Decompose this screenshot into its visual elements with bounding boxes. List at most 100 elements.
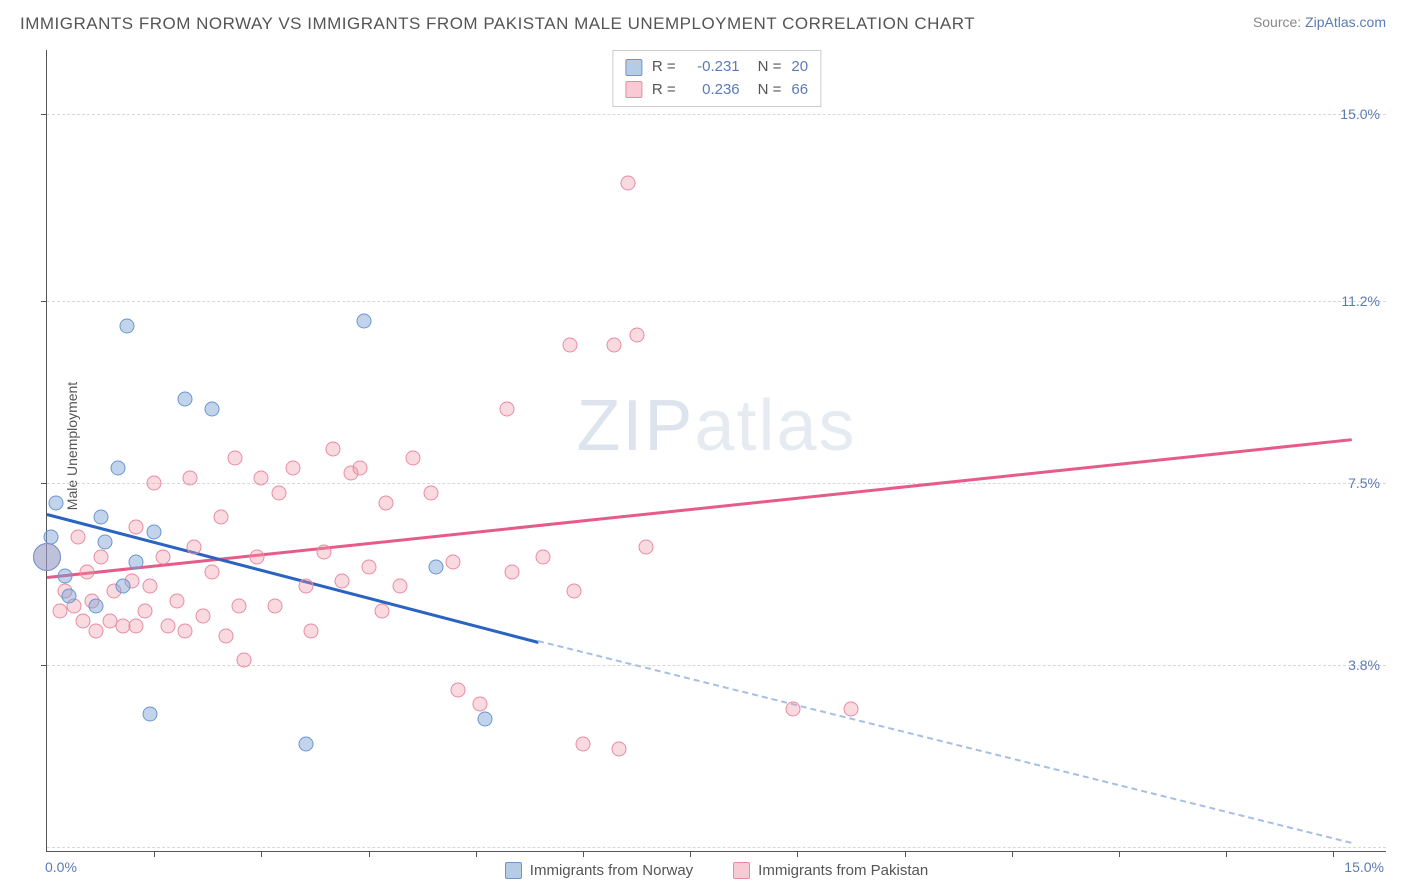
data-point xyxy=(236,653,251,668)
data-point xyxy=(299,736,314,751)
data-point xyxy=(620,175,635,190)
x-tick-label: 15.0% xyxy=(1344,859,1384,875)
trend-line xyxy=(538,640,1351,844)
legend-label: Immigrants from Norway xyxy=(530,862,693,879)
data-point xyxy=(611,741,626,756)
x-tick xyxy=(1119,851,1120,857)
data-point xyxy=(187,539,202,554)
data-point xyxy=(785,702,800,717)
data-point xyxy=(196,608,211,623)
n-value: 20 xyxy=(791,56,808,79)
x-tick xyxy=(1226,851,1227,857)
data-point xyxy=(473,697,488,712)
data-point xyxy=(178,623,193,638)
chart-title: IMMIGRANTS FROM NORWAY VS IMMIGRANTS FRO… xyxy=(20,14,975,34)
n-label: N = xyxy=(758,79,782,102)
data-point xyxy=(227,451,242,466)
data-point xyxy=(214,510,229,525)
data-point xyxy=(272,485,287,500)
data-point xyxy=(844,702,859,717)
gridline xyxy=(47,301,1386,302)
gridline xyxy=(47,847,1386,848)
legend-swatch xyxy=(625,59,642,76)
data-point xyxy=(267,598,282,613)
r-value: 0.236 xyxy=(686,79,740,102)
y-tick xyxy=(41,483,47,484)
data-point xyxy=(562,338,577,353)
data-point xyxy=(142,707,157,722)
y-tick-label: 15.0% xyxy=(1340,106,1380,122)
y-tick xyxy=(41,301,47,302)
legend-stats-row: R =-0.231N =20 xyxy=(625,56,808,79)
x-tick xyxy=(1012,851,1013,857)
y-tick-label: 11.2% xyxy=(1341,293,1380,309)
data-point xyxy=(33,543,61,571)
data-point xyxy=(375,603,390,618)
legend-series-item: Immigrants from Pakistan xyxy=(733,862,928,879)
data-point xyxy=(535,549,550,564)
data-point xyxy=(44,530,59,545)
correlation-scatter-chart: ZIPatlas R =-0.231N =20R =0.236N =66 Imm… xyxy=(46,50,1386,852)
data-point xyxy=(89,623,104,638)
n-value: 66 xyxy=(791,79,808,102)
y-tick xyxy=(41,665,47,666)
data-point xyxy=(428,559,443,574)
data-point xyxy=(406,451,421,466)
data-point xyxy=(450,682,465,697)
x-tick xyxy=(905,851,906,857)
x-tick xyxy=(154,851,155,857)
n-label: N = xyxy=(758,56,782,79)
data-point xyxy=(232,598,247,613)
y-tick-label: 7.5% xyxy=(1348,475,1380,491)
data-point xyxy=(446,554,461,569)
data-point xyxy=(352,461,367,476)
data-point xyxy=(75,613,90,628)
r-label: R = xyxy=(652,56,676,79)
data-point xyxy=(361,559,376,574)
data-point xyxy=(57,569,72,584)
legend-stats-row: R = 0.236 N = 66 xyxy=(625,79,808,102)
x-tick xyxy=(369,851,370,857)
legend-swatch xyxy=(733,862,750,879)
data-point xyxy=(334,574,349,589)
data-point xyxy=(120,318,135,333)
x-tick xyxy=(690,851,691,857)
legend-stats-box: R =-0.231N =20R =0.236N =66 xyxy=(612,50,821,107)
data-point xyxy=(182,471,197,486)
data-point xyxy=(147,525,162,540)
data-point xyxy=(93,549,108,564)
source-label: Source: ZipAtlas.com xyxy=(1253,14,1386,30)
source-link[interactable]: ZipAtlas.com xyxy=(1305,14,1386,30)
gridline xyxy=(47,483,1386,484)
data-point xyxy=(142,579,157,594)
gridline xyxy=(47,114,1386,115)
data-point xyxy=(156,549,171,564)
data-point xyxy=(254,471,269,486)
legend-label: Immigrants from Pakistan xyxy=(758,862,928,879)
data-point xyxy=(607,338,622,353)
data-point xyxy=(71,530,86,545)
data-point xyxy=(357,313,372,328)
data-point xyxy=(500,402,515,417)
data-point xyxy=(303,623,318,638)
data-point xyxy=(129,618,144,633)
x-tick xyxy=(261,851,262,857)
y-tick xyxy=(41,114,47,115)
r-label: R = xyxy=(652,79,676,102)
data-point xyxy=(160,618,175,633)
x-tick-label: 0.0% xyxy=(45,859,77,875)
data-point xyxy=(147,475,162,490)
data-point xyxy=(477,712,492,727)
x-tick xyxy=(1333,851,1334,857)
data-point xyxy=(392,579,407,594)
data-point xyxy=(205,402,220,417)
data-point xyxy=(48,495,63,510)
y-tick-label: 3.8% xyxy=(1348,657,1380,673)
legend-swatch xyxy=(625,81,642,98)
data-point xyxy=(98,535,113,550)
data-point xyxy=(93,510,108,525)
data-point xyxy=(629,328,644,343)
data-point xyxy=(169,594,184,609)
legend-swatch xyxy=(505,862,522,879)
x-tick xyxy=(476,851,477,857)
